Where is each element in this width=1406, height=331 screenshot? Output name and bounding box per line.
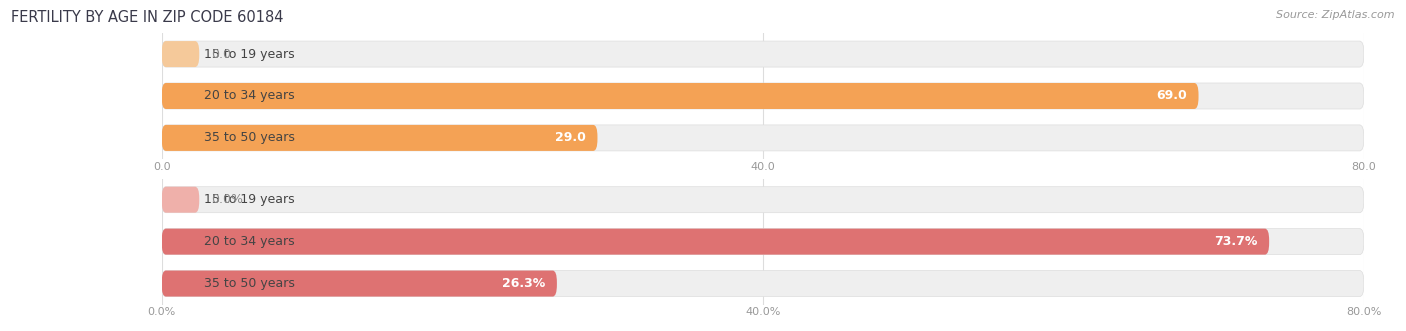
Text: 20 to 34 years: 20 to 34 years xyxy=(204,89,294,103)
Text: 0.0%: 0.0% xyxy=(211,193,243,206)
Text: Source: ZipAtlas.com: Source: ZipAtlas.com xyxy=(1277,10,1395,20)
FancyBboxPatch shape xyxy=(162,83,1198,109)
Text: 0.0: 0.0 xyxy=(211,48,231,61)
FancyBboxPatch shape xyxy=(162,270,1364,297)
FancyBboxPatch shape xyxy=(162,229,1364,255)
Text: 69.0: 69.0 xyxy=(1156,89,1187,103)
FancyBboxPatch shape xyxy=(162,125,598,151)
FancyBboxPatch shape xyxy=(162,125,1364,151)
Text: 35 to 50 years: 35 to 50 years xyxy=(204,131,295,144)
FancyBboxPatch shape xyxy=(162,187,1364,213)
Text: 73.7%: 73.7% xyxy=(1213,235,1257,248)
FancyBboxPatch shape xyxy=(162,270,557,297)
FancyBboxPatch shape xyxy=(162,229,1270,255)
Text: 20 to 34 years: 20 to 34 years xyxy=(204,235,294,248)
FancyBboxPatch shape xyxy=(162,83,1364,109)
Text: 29.0: 29.0 xyxy=(554,131,585,144)
Text: 35 to 50 years: 35 to 50 years xyxy=(204,277,295,290)
Text: 15 to 19 years: 15 to 19 years xyxy=(204,193,294,206)
Text: FERTILITY BY AGE IN ZIP CODE 60184: FERTILITY BY AGE IN ZIP CODE 60184 xyxy=(11,10,284,25)
Text: 26.3%: 26.3% xyxy=(502,277,546,290)
FancyBboxPatch shape xyxy=(162,41,1364,67)
Text: 15 to 19 years: 15 to 19 years xyxy=(204,48,294,61)
FancyBboxPatch shape xyxy=(162,41,200,67)
FancyBboxPatch shape xyxy=(162,187,200,213)
